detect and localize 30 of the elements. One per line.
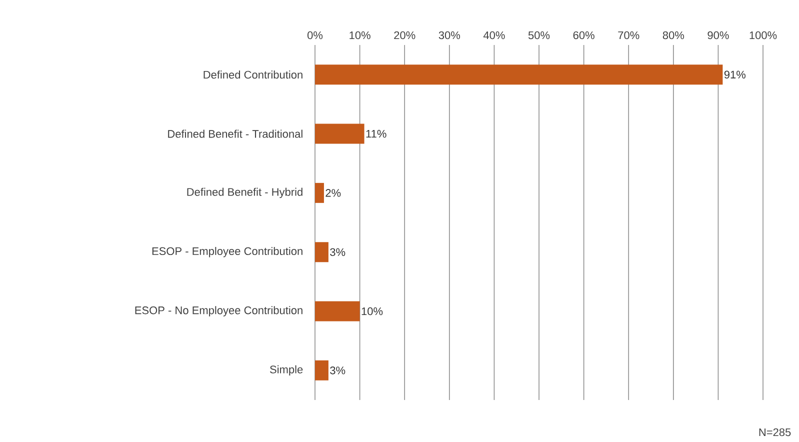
text: N=285 xyxy=(759,428,791,436)
bar xyxy=(315,124,364,144)
y-tick-label: Defined Benefit - Hybrid xyxy=(187,188,302,198)
y-tick-label: ESOP - No Employee Contribution xyxy=(135,306,302,316)
data-label: 91% xyxy=(724,70,746,78)
data-label: 3% xyxy=(330,366,346,374)
x-tick-label: 80% xyxy=(662,31,684,40)
y-tick-label: Simple xyxy=(270,365,303,376)
bar xyxy=(315,360,328,380)
bar xyxy=(315,64,723,85)
bar xyxy=(315,242,328,262)
x-tick-label: 70% xyxy=(618,31,640,40)
x-tick-label: 40% xyxy=(483,31,505,40)
data-label: 2% xyxy=(326,189,341,197)
data-label: 11% xyxy=(366,130,386,138)
x-tick-label: 60% xyxy=(573,31,594,40)
y-tick-label: Defined Contribution xyxy=(204,70,302,79)
x-tick-label: 0% xyxy=(307,31,323,40)
x-tick-label: 30% xyxy=(438,31,460,40)
data-label: 3% xyxy=(330,248,346,256)
y-tick-label: ESOP - Employee Contribution xyxy=(152,246,302,258)
x-tick-label: 90% xyxy=(708,31,729,40)
x-tick-label: 10% xyxy=(350,31,370,40)
x-tick-label: 20% xyxy=(394,31,416,40)
bar xyxy=(315,182,324,203)
y-tick-label: Defined Benefit - Traditional xyxy=(168,130,302,138)
x-tick-label: 50% xyxy=(528,31,550,40)
data-label: 10% xyxy=(362,307,383,316)
bar xyxy=(315,301,360,322)
x-tick-label: 100% xyxy=(750,31,777,40)
